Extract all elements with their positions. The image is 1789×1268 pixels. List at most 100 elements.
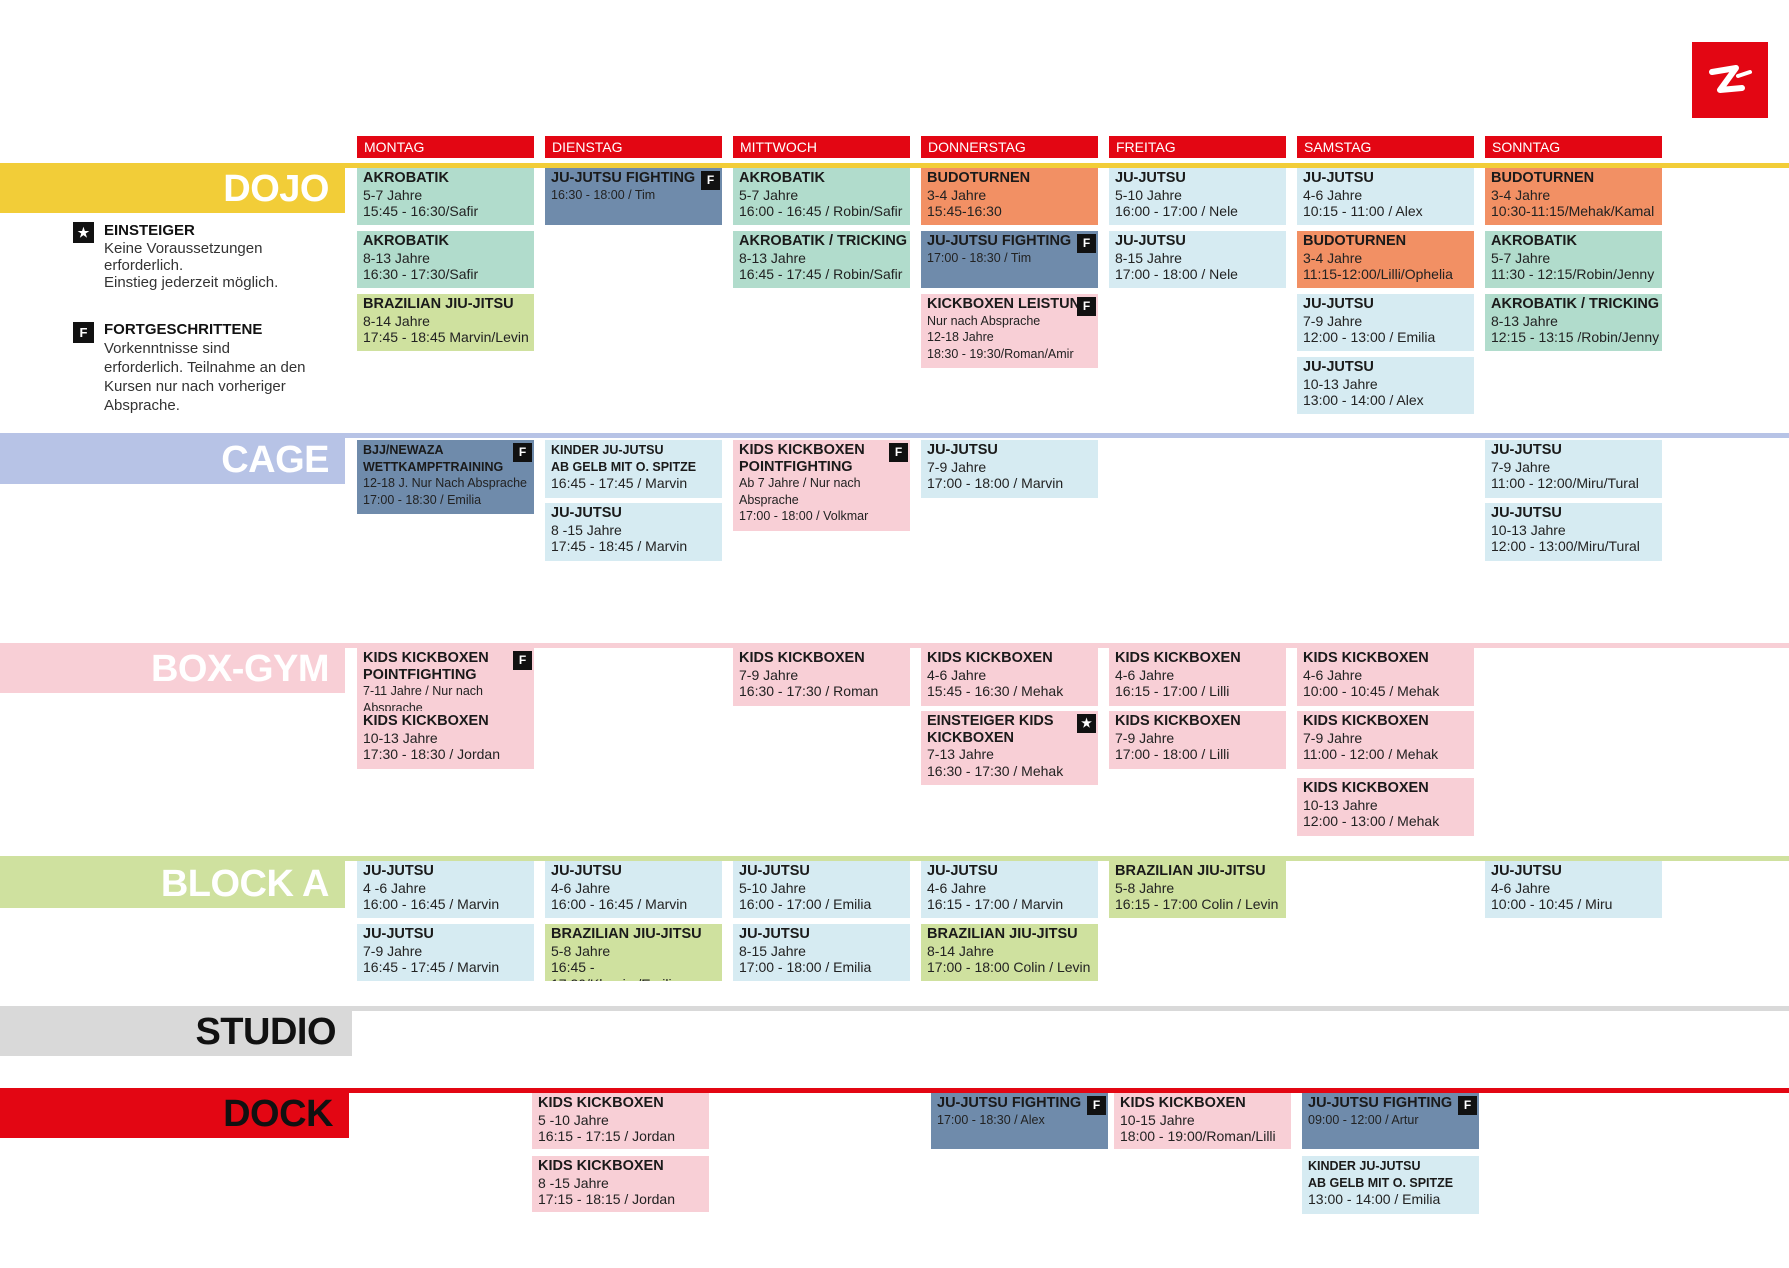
class-card[interactable]: JU-JUTSU FIGHTING 17:00 - 18:30 / Alex F <box>931 1093 1108 1149</box>
class-card[interactable]: AKROBATIK 5-7 Jahre 16:00 - 16:45 / Robin… <box>733 168 910 225</box>
class-card[interactable]: BRAZILIAN JIU-JITSU 8-14 Jahre 17:45 - 18… <box>357 294 534 351</box>
class-card[interactable]: KIDS KICKBOXEN 7-9 Jahre 17:00 - 18:00 / … <box>1109 711 1286 769</box>
f-badge-icon: F <box>513 443 532 462</box>
class-title: KIDS KICKBOXEN <box>1303 650 1429 666</box>
class-card[interactable]: KINDER JU-JUTSU AB GELB MIT O. SPITZE 16:… <box>545 440 722 498</box>
class-title: JU-JUTSU <box>551 863 622 879</box>
class-card[interactable]: KIDS KICKBOXEN 8 -15 Jahre 17:15 - 18:15 … <box>532 1156 709 1212</box>
day-header-freitag: FREITAG <box>1109 136 1286 158</box>
class-title: KIDS KICKBOXEN <box>927 650 1053 666</box>
f-badge-icon: F <box>1458 1096 1477 1115</box>
f-badge-icon: F <box>1077 297 1096 316</box>
class-details: 8-14 Jahre 17:45 - 18:45 Marvin/Levin <box>363 312 529 346</box>
class-title: JU-JUTSU <box>551 505 622 521</box>
class-details: 17:00 - 18:30 / Alex <box>937 1112 1045 1127</box>
class-card[interactable]: JU-JUTSU 7-9 Jahre 16:45 - 17:45 / Marvin <box>357 924 534 981</box>
class-card[interactable]: JU-JUTSU 7-9 Jahre 11:00 - 12:00/Miru/Tur… <box>1485 440 1662 498</box>
class-card[interactable]: JU-JUTSU FIGHTING 17:00 - 18:30 / Tim F <box>921 231 1098 288</box>
class-card[interactable]: BUDOTURNEN 3-4 Jahre 15:45-16:30 <box>921 168 1098 225</box>
class-card[interactable]: BRAZILIAN JIU-JITSU 5-8 Jahre 16:15 - 17:… <box>1109 861 1286 918</box>
class-card[interactable]: KIDS KICKBOXEN 10-15 Jahre 18:00 - 19:00/… <box>1114 1093 1291 1149</box>
class-card[interactable]: AKROBATIK 5-7 Jahre 15:45 - 16:30/Safir <box>357 168 534 225</box>
class-card[interactable]: JU-JUTSU 8-15 Jahre 17:00 - 18:00 / Emili… <box>733 924 910 981</box>
class-details: 8-13 Jahre 12:15 - 13:15 /Robin/Jenny <box>1491 312 1660 346</box>
star-icon: ★ <box>73 222 94 243</box>
section-divider <box>0 163 1789 168</box>
class-card[interactable]: JU-JUTSU 4 -6 Jahre 16:00 - 16:45 / Marvi… <box>357 861 534 918</box>
class-details: 4-6 Jahre 10:00 - 10:45 / Miru <box>1491 879 1613 913</box>
class-title: JU-JUTSU <box>1115 233 1186 249</box>
class-title: JU-JUTSU <box>927 863 998 879</box>
class-card[interactable]: JU-JUTSU 8-15 Jahre 17:00 - 18:00 / Nele <box>1109 231 1286 288</box>
class-details: 8-14 Jahre 17:00 - 18:00 Colin / Levin <box>927 942 1091 976</box>
class-card[interactable]: AKROBATIK 8-13 Jahre 16:30 - 17:30/Safir <box>357 231 534 288</box>
class-title: JU-JUTSU <box>1303 359 1374 375</box>
section-label-boxgym: BOX-GYM <box>0 645 345 693</box>
class-details: 4-6 Jahre 16:15 - 17:00 / Lilli <box>1115 666 1230 700</box>
class-details: 4-6 Jahre 15:45 - 16:30 / Mehak <box>927 666 1064 700</box>
class-title: KIDS KICKBOXEN POINTFIGHTING <box>739 442 865 475</box>
class-card[interactable]: BRAZILIAN JIU-JITSU 8-14 Jahre 17:00 - 18… <box>921 924 1098 981</box>
class-title: JU-JUTSU <box>363 926 434 942</box>
class-card[interactable]: BJJ/NEWAZA WETTKAMPFTRAINING 12-18 J. Nur… <box>357 440 534 514</box>
class-card[interactable]: BUDOTURNEN 3-4 Jahre 10:30-11:15/Mehak/Ka… <box>1485 168 1662 225</box>
class-card[interactable]: JU-JUTSU FIGHTING 09:00 - 12:00 / Artur F <box>1302 1093 1479 1149</box>
class-card[interactable]: JU-JUTSU 4-6 Jahre 16:00 - 16:45 / Marvin <box>545 861 722 918</box>
f-badge-icon: F <box>1087 1096 1106 1115</box>
class-details: 5-7 Jahre 15:45 - 16:30/Safir <box>363 186 479 220</box>
class-title: JU-JUTSU FIGHTING <box>551 170 696 186</box>
class-card[interactable]: KICKBOXEN LEISTUNG Nur nach Absprache 12-… <box>921 294 1098 368</box>
class-title: JU-JUTSU FIGHTING <box>1308 1095 1453 1111</box>
class-title: BRAZILIAN JIU-JITSU <box>551 926 702 942</box>
class-card[interactable]: JU-JUTSU FIGHTING 16:30 - 18:00 / Tim F <box>545 168 722 225</box>
class-details: 5-8 Jahre 16:45 - 17:30/Khanim/Emilia <box>551 942 679 982</box>
class-title: KINDER JU-JUTSU AB GELB MIT O. SPITZE <box>1308 1159 1454 1190</box>
class-card[interactable]: KIDS KICKBOXEN 7-9 Jahre 11:00 - 12:00 / … <box>1297 711 1474 769</box>
class-title: KIDS KICKBOXEN POINTFIGHTING <box>363 650 489 683</box>
section-label-studio: STUDIO <box>0 1008 352 1056</box>
class-title: KICKBOXEN LEISTUNG <box>927 296 1092 312</box>
class-details: 8 -15 Jahre 17:45 - 18:45 / Marvin <box>551 521 688 555</box>
class-card[interactable]: KIDS KICKBOXEN 10-13 Jahre 12:00 - 13:00 … <box>1297 778 1474 836</box>
class-card[interactable]: JU-JUTSU 4-6 Jahre 10:15 - 11:00 / Alex <box>1297 168 1474 225</box>
class-card[interactable]: JU-JUTSU 7-9 Jahre 17:00 - 18:00 / Marvin <box>921 440 1098 498</box>
class-card[interactable]: KINDER JU-JUTSU AB GELB MIT O. SPITZE 13:… <box>1302 1156 1479 1214</box>
class-title: JU-JUTSU FIGHTING <box>927 233 1072 249</box>
class-details: 16:45 - 17:45 / Marvin <box>551 475 688 491</box>
class-card[interactable]: JU-JUTSU 10-13 Jahre 12:00 - 13:00/Miru/T… <box>1485 503 1662 561</box>
class-card[interactable]: AKROBATIK 5-7 Jahre 11:30 - 12:15/Robin/J… <box>1485 231 1662 288</box>
class-card[interactable]: BUDOTURNEN 3-4 Jahre 11:15-12:00/Lilli/Op… <box>1297 231 1474 288</box>
class-details: 10-13 Jahre 17:30 - 18:30 / Jordan <box>363 729 500 763</box>
class-card[interactable]: JU-JUTSU 5-10 Jahre 16:00 - 17:00 / Nele <box>1109 168 1286 225</box>
class-title: JU-JUTSU <box>1303 170 1374 186</box>
class-card[interactable]: JU-JUTSU 4-6 Jahre 16:15 - 17:00 / Marvin <box>921 861 1098 918</box>
class-card[interactable]: KIDS KICKBOXEN 4-6 Jahre 15:45 - 16:30 / … <box>921 648 1098 706</box>
class-title: KIDS KICKBOXEN <box>363 713 489 729</box>
class-card[interactable]: JU-JUTSU 10-13 Jahre 13:00 - 14:00 / Alex <box>1297 357 1474 414</box>
class-card[interactable]: KIDS KICKBOXEN 4-6 Jahre 10:00 - 10:45 / … <box>1297 648 1474 706</box>
class-title: BUDOTURNEN <box>1303 233 1407 249</box>
class-card[interactable]: KIDS KICKBOXEN 4-6 Jahre 16:15 - 17:00 / … <box>1109 648 1286 706</box>
class-card[interactable]: KIDS KICKBOXEN POINTFIGHTING Ab 7 Jahre /… <box>733 440 910 531</box>
class-card[interactable]: JU-JUTSU 8 -15 Jahre 17:45 - 18:45 / Marv… <box>545 503 722 561</box>
class-card[interactable]: JU-JUTSU 7-9 Jahre 12:00 - 13:00 / Emilia <box>1297 294 1474 351</box>
class-title: KINDER JU-JUTSU AB GELB MIT O. SPITZE <box>551 443 697 474</box>
section-label-blocka: BLOCK A <box>0 860 345 908</box>
class-card[interactable]: EINSTEIGER KIDS KICKBOXEN 7-13 Jahre 16:3… <box>921 711 1098 785</box>
class-card[interactable]: KIDS KICKBOXEN 10-13 Jahre 17:30 - 18:30 … <box>357 711 534 769</box>
class-card[interactable]: KIDS KICKBOXEN 7-9 Jahre 16:30 - 17:30 / … <box>733 648 910 706</box>
class-details: Nur nach Absprache 12-18 Jahre 18:30 - 1… <box>927 313 1074 361</box>
class-details: 17:00 - 18:30 / Tim <box>927 250 1032 265</box>
class-details: 4-6 Jahre 16:00 - 16:45 / Marvin <box>551 879 688 913</box>
class-details: 10-15 Jahre 18:00 - 19:00/Roman/Lilli <box>1120 1111 1276 1145</box>
class-card[interactable]: AKROBATIK / TRICKING 8-13 Jahre 12:15 - 1… <box>1485 294 1662 351</box>
class-card[interactable]: JU-JUTSU 4-6 Jahre 10:00 - 10:45 / Miru <box>1485 861 1662 918</box>
legend-fortgeschrittene-text: Vorkenntnisse sind erforderlich. Teilnah… <box>104 340 306 414</box>
class-card[interactable]: KIDS KICKBOXEN 5 -10 Jahre 16:15 - 17:15 … <box>532 1093 709 1149</box>
class-title: EINSTEIGER KIDS KICKBOXEN <box>927 713 1054 746</box>
class-details: 10-13 Jahre 12:00 - 13:00/Miru/Tural <box>1491 521 1640 555</box>
legend-fortgeschrittene: FORTGESCHRITTENE Vorkenntnisse sind erfo… <box>104 320 306 415</box>
class-card[interactable]: AKROBATIK / TRICKING 8-13 Jahre 16:45 - 1… <box>733 231 910 288</box>
class-card[interactable]: JU-JUTSU 5-10 Jahre 16:00 - 17:00 / Emili… <box>733 861 910 918</box>
